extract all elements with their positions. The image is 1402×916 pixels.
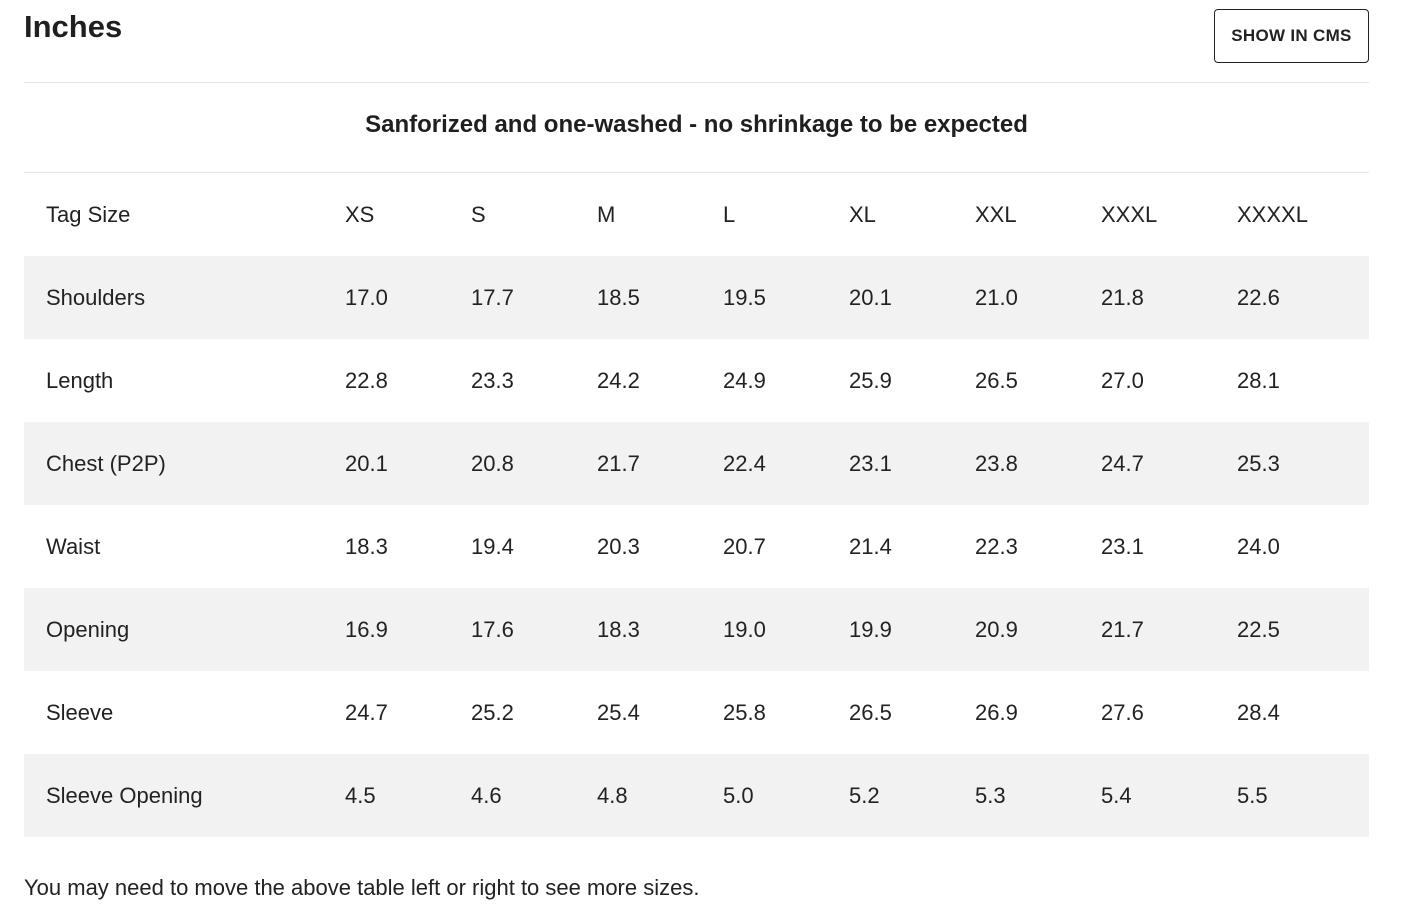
- size-chart-panel: Inches SHOW IN CMS Sanforized and one-wa…: [24, 0, 1369, 900]
- table-cell: 17.7: [471, 284, 514, 310]
- table-header-row: Tag Size XS S M L XL XXL XXXL XXXXL: [24, 173, 1369, 256]
- table-row: Length 22.8 23.3 24.2 24.9 25.9 26.5 27.…: [24, 339, 1369, 422]
- table-cell: 26.5: [849, 699, 892, 725]
- table-cell: 27.6: [1101, 699, 1144, 725]
- size-header-s: S: [471, 201, 486, 227]
- table-cell: 20.1: [849, 284, 892, 310]
- table-cell: 23.8: [975, 450, 1018, 476]
- table-cell: 18.3: [597, 616, 640, 642]
- table-cell: 28.1: [1237, 367, 1280, 393]
- size-header-xxl: XXL: [975, 201, 1017, 227]
- table-cell: 5.0: [723, 782, 754, 808]
- measurement-label: Length: [46, 367, 114, 393]
- table-cell: 25.9: [849, 367, 892, 393]
- measurement-label: Chest (P2P): [46, 450, 166, 476]
- table-cell: 22.3: [975, 533, 1018, 559]
- page-title: Inches: [24, 9, 123, 44]
- table-cell: 21.0: [975, 284, 1018, 310]
- measurement-label: Opening: [46, 616, 130, 642]
- table-cell: 20.8: [471, 450, 514, 476]
- table-cell: 23.3: [471, 367, 514, 393]
- table-cell: 22.5: [1237, 616, 1280, 642]
- measurement-label: Waist: [46, 533, 101, 559]
- table-cell: 25.2: [471, 699, 514, 725]
- table-cell: 5.3: [975, 782, 1006, 808]
- size-header-xl: XL: [849, 201, 876, 227]
- table-cell: 4.8: [597, 782, 628, 808]
- table-cell: 22.4: [723, 450, 766, 476]
- table-cell: 24.2: [597, 367, 640, 393]
- table-cell: 20.7: [723, 533, 766, 559]
- table-cell: 25.4: [597, 699, 640, 725]
- table-cell: 19.0: [723, 616, 766, 642]
- table-row: Waist 18.3 19.4 20.3 20.7 21.4 22.3 23.1…: [24, 505, 1369, 588]
- measurement-label: Sleeve: [46, 699, 114, 725]
- table-cell: 17.0: [345, 284, 388, 310]
- shrinkage-notice: Sanforized and one-washed - no shrinkage…: [24, 83, 1369, 173]
- table-cell: 5.5: [1237, 782, 1268, 808]
- table-cell: 17.6: [471, 616, 514, 642]
- table-row: Shoulders 17.0 17.7 18.5 19.5 20.1 21.0 …: [24, 256, 1369, 339]
- scroll-hint: You may need to move the above table lef…: [24, 875, 700, 900]
- measurement-label: Shoulders: [46, 284, 146, 310]
- table-cell: 18.3: [345, 533, 388, 559]
- table-cell: 18.5: [597, 284, 640, 310]
- show-in-cms-button[interactable]: SHOW IN CMS: [1214, 9, 1369, 63]
- size-header-l: L: [723, 201, 736, 227]
- table-cell: 20.1: [345, 450, 388, 476]
- table-cell: 26.9: [975, 699, 1018, 725]
- table-cell: 21.8: [1101, 284, 1144, 310]
- table-cell: 23.1: [849, 450, 892, 476]
- tag-size-header: Tag Size: [46, 201, 131, 227]
- table-cell: 21.7: [597, 450, 640, 476]
- measurement-label: Sleeve Opening: [46, 782, 203, 808]
- table-cell: 21.4: [849, 533, 892, 559]
- table-cell: 24.9: [723, 367, 766, 393]
- table-cell: 20.3: [597, 533, 640, 559]
- table-cell: 25.8: [723, 699, 766, 725]
- table-cell: 27.0: [1101, 367, 1144, 393]
- size-table: Tag Size XS S M L XL XXL XXXL XXXXL Shou…: [24, 173, 1369, 837]
- table-row: Sleeve 24.7 25.2 25.4 25.8 26.5 26.9 27.…: [24, 671, 1369, 754]
- table-cell: 21.7: [1101, 616, 1144, 642]
- table-cell: 22.8: [345, 367, 388, 393]
- table-cell: 22.6: [1237, 284, 1280, 310]
- size-header-xxxxl: XXXXL: [1237, 201, 1308, 227]
- table-cell: 28.4: [1237, 699, 1280, 725]
- table-cell: 20.9: [975, 616, 1018, 642]
- table-cell: 24.0: [1237, 533, 1280, 559]
- table-cell: 25.3: [1237, 450, 1280, 476]
- table-row: Opening 16.9 17.6 18.3 19.0 19.9 20.9 21…: [24, 588, 1369, 671]
- table-row: Chest (P2P) 20.1 20.8 21.7 22.4 23.1 23.…: [24, 422, 1369, 505]
- table-cell: 4.5: [345, 782, 376, 808]
- table-cell: 24.7: [1101, 450, 1144, 476]
- panel-header: Inches SHOW IN CMS: [24, 0, 1369, 83]
- table-cell: 5.2: [849, 782, 880, 808]
- table-cell: 23.1: [1101, 533, 1144, 559]
- table-cell: 4.6: [471, 782, 502, 808]
- table-cell: 19.9: [849, 616, 892, 642]
- size-header-xxxl: XXXL: [1101, 201, 1158, 227]
- table-cell: 26.5: [975, 367, 1018, 393]
- table-cell: 19.4: [471, 533, 514, 559]
- table-row: Sleeve Opening 4.5 4.6 4.8 5.0 5.2 5.3 5…: [24, 754, 1369, 837]
- size-header-m: M: [597, 201, 616, 227]
- table-cell: 24.7: [345, 699, 388, 725]
- size-header-xs: XS: [345, 201, 375, 227]
- table-cell: 5.4: [1101, 782, 1132, 808]
- table-cell: 19.5: [723, 284, 766, 310]
- table-cell: 16.9: [345, 616, 388, 642]
